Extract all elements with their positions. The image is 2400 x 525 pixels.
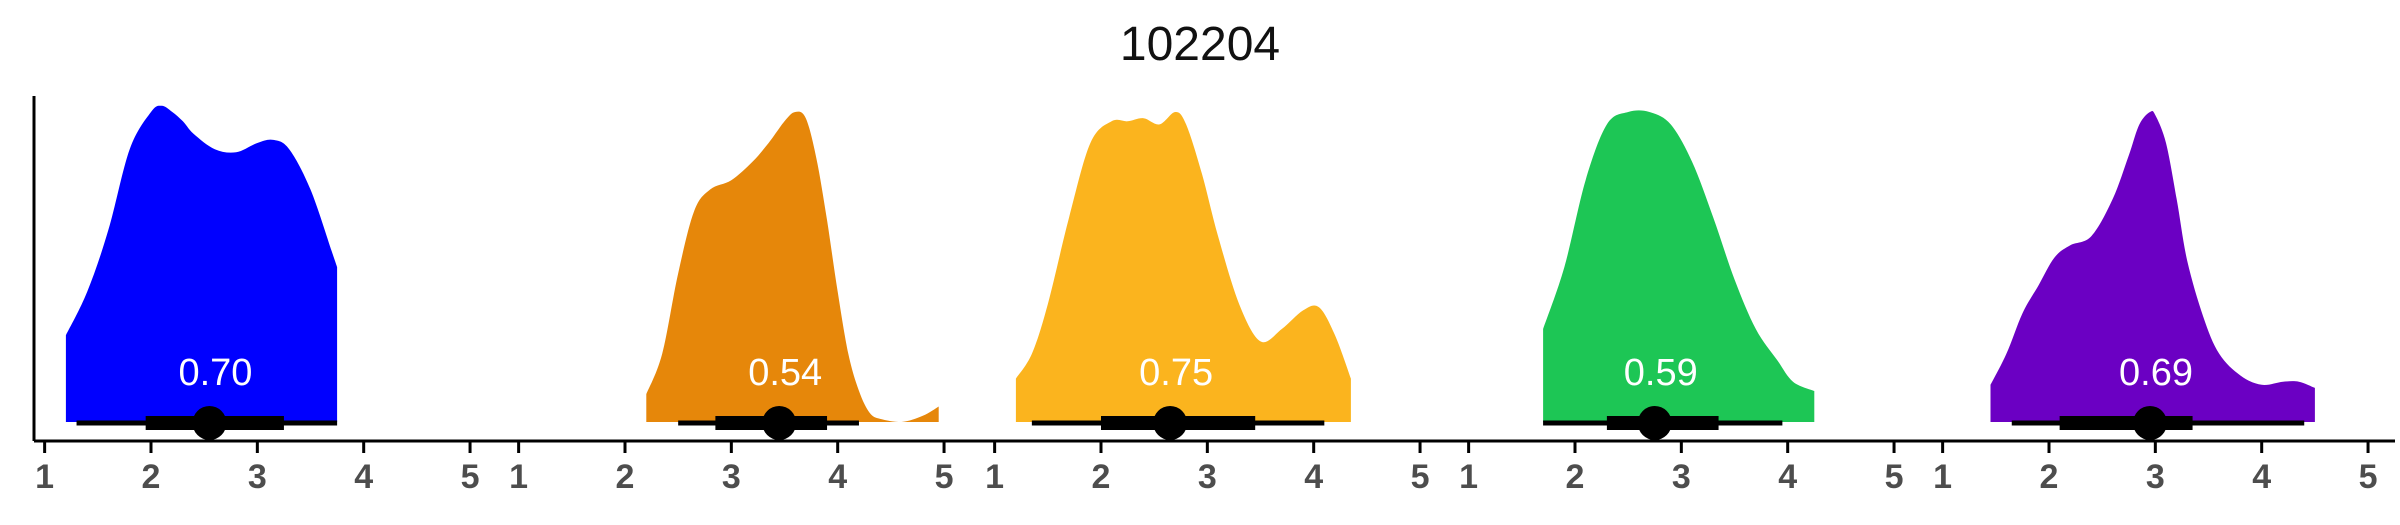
stat-label: 0.70 [178, 352, 252, 394]
x-tick-label: 2 [1566, 458, 1585, 496]
median-point [1637, 406, 1672, 440]
median-point [762, 406, 797, 440]
median-point [2133, 406, 2168, 440]
x-tick-label: 3 [248, 458, 267, 496]
density-area [646, 111, 939, 422]
chart-title: 102204 [1120, 18, 1280, 71]
density-area [1543, 110, 1815, 423]
x-tick-label: 2 [616, 458, 635, 496]
stat-label: 0.54 [748, 352, 822, 394]
x-tick-label: 3 [2146, 458, 2165, 496]
panel-3: 0.75 1 2 3 4 5 [964, 112, 1448, 496]
x-tick-label: 5 [2359, 458, 2378, 496]
x-tick-label: 5 [461, 458, 480, 496]
stat-label: 0.69 [2119, 352, 2193, 394]
panels-layer: 0.701 2 3 4 50.541 2 3 4 50.751 2 3 4 50.591 2 3 4 50.69… [34, 105, 2395, 496]
x-tick-label: 5 [1885, 458, 1904, 496]
x-tick-label: 3 [722, 458, 741, 496]
x-tick-label: 1 [985, 458, 1004, 496]
x-tick-label: 5 [1411, 458, 1430, 496]
median-point [1153, 406, 1188, 440]
x-tick-label: 2 [1092, 458, 1111, 496]
density-area [1015, 112, 1351, 422]
x-tick-label: 4 [354, 458, 373, 496]
panel-2: 0.54 1 2 3 4 5 [488, 111, 972, 496]
panel-1: 0.70 1 2 3 4 5 [34, 105, 498, 496]
median-point [192, 406, 227, 440]
panel-5: 0.69 1 2 3 4 5 [1912, 110, 2395, 496]
stat-label: 0.59 [1624, 352, 1698, 394]
x-tick-label: 1 [1933, 458, 1952, 496]
x-tick-label: 2 [2040, 458, 2059, 496]
x-tick-label: 3 [1198, 458, 1217, 496]
x-tick-label: 5 [935, 458, 954, 496]
x-tick-label: 4 [2252, 458, 2271, 496]
x-tick-label: 1 [35, 458, 54, 496]
x-tick-label: 2 [142, 458, 161, 496]
density-area [65, 105, 338, 422]
x-tick-label: 1 [1459, 458, 1478, 496]
x-tick-label: 4 [1778, 458, 1797, 496]
x-tick-label: 1 [509, 458, 528, 496]
x-tick-label: 3 [1672, 458, 1691, 496]
x-tick-label: 4 [1304, 458, 1323, 496]
stat-label: 0.75 [1139, 352, 1213, 394]
panel-4: 0.59 1 2 3 4 5 [1438, 110, 1922, 496]
density-area [1990, 110, 2315, 423]
x-tick-label: 4 [828, 458, 847, 496]
